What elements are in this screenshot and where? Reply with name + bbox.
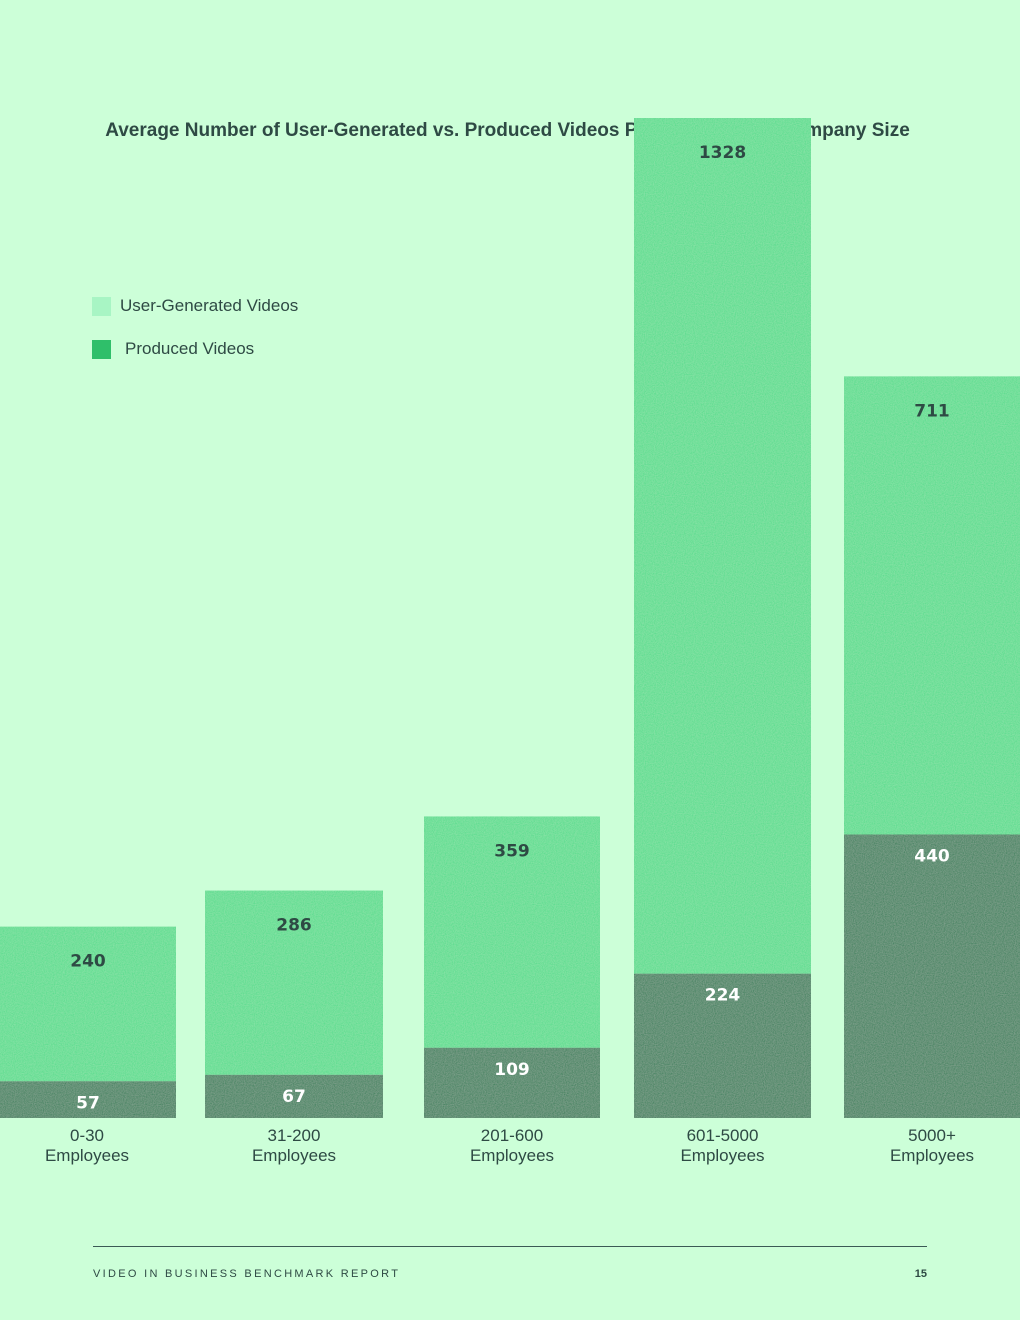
value-label-user-generated-2: 359 (494, 841, 530, 861)
category-label-1-line-0: 31-200 (268, 1126, 321, 1145)
value-label-produced-1: 67 (282, 1087, 306, 1107)
bar-produced-3 (634, 973, 811, 1118)
legend-swatch-user-generated (92, 296, 111, 316)
category-label-0-line-1: Employees (45, 1146, 129, 1165)
bar-user-generated-4 (844, 376, 1020, 835)
bar-user-generated-2 (424, 816, 600, 1048)
value-label-user-generated-4: 711 (914, 401, 950, 421)
bar-produced-2 (424, 1047, 600, 1118)
value-label-user-generated-0: 240 (70, 952, 106, 972)
chart-legend: User-Generated Videos Produced Videos (92, 296, 298, 382)
value-label-produced-4: 440 (914, 846, 950, 866)
legend-item-produced: Produced Videos (92, 339, 298, 359)
bar-user-generated-1 (205, 890, 383, 1075)
value-labels-layer: 240 57 286 67 359 109 1328 224 711 440 (70, 143, 950, 1113)
bar-produced-1 (205, 1074, 383, 1118)
bar-produced-0 (0, 1081, 176, 1118)
bars-layer (0, 118, 1020, 1118)
value-label-produced-3: 224 (705, 986, 741, 1006)
value-label-user-generated-1: 286 (276, 916, 312, 936)
category-labels-layer: 0-30Employees31-200Employees201-600Emplo… (45, 1126, 974, 1165)
bar-user-generated-0 (0, 926, 176, 1082)
category-label-1-line-1: Employees (252, 1146, 336, 1165)
legend-label-user-generated: User-Generated Videos (120, 296, 299, 315)
value-label-produced-2: 109 (494, 1060, 530, 1080)
value-label-produced-0: 57 (76, 1093, 100, 1113)
footer-report-name: VIDEO IN BUSINESS BENCHMARK REPORT (93, 1268, 401, 1280)
bar-produced-4 (844, 834, 1020, 1118)
legend-item-user-generated: User-Generated Videos (92, 296, 298, 316)
category-label-0-line-0: 0-30 (70, 1126, 104, 1145)
legend-label-produced: Produced Videos (125, 339, 255, 358)
category-label-3-line-0: 601-5000 (687, 1126, 759, 1145)
bar-user-generated-3 (634, 118, 811, 974)
category-label-4-line-1: Employees (890, 1146, 974, 1165)
category-label-4-line-0: 5000+ (908, 1126, 956, 1145)
category-label-2-line-0: 201-600 (481, 1126, 543, 1145)
value-label-user-generated-3: 1328 (699, 143, 746, 163)
category-label-3-line-1: Employees (680, 1146, 764, 1165)
legend-swatch-produced (92, 339, 111, 359)
category-label-2-line-1: Employees (470, 1146, 554, 1165)
footer-page-number: 15 (914, 1268, 927, 1280)
footer-divider (93, 1246, 927, 1247)
